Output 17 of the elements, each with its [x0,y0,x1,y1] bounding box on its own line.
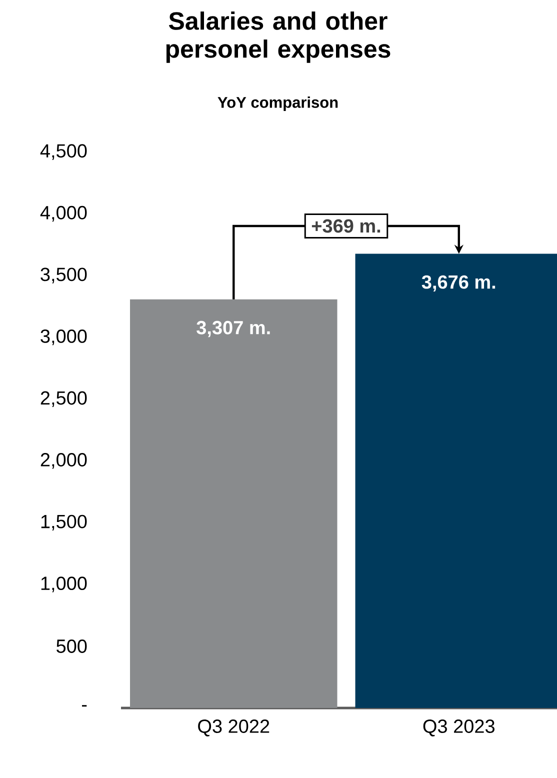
data-label: 3,676 m. [422,275,496,292]
y-tick-label: 1,000 [41,576,87,592]
chart-title: Salaries and other personel expenses [166,12,390,63]
y-tick-label: 4,500 [40,144,87,160]
y-tick-label: 1,500 [41,514,87,531]
y-tick-label: 3,000 [40,329,87,346]
y-tick-label: 2,500 [40,391,87,407]
y-tick-label: - [82,705,87,707]
y-tick-label: 2,000 [40,453,87,469]
data-label: 3,307 m. [196,320,270,338]
y-tick-label: 4,000 [40,206,87,222]
annotation: +369 m. [312,219,380,233]
y-tick-label: 3,500 [40,268,87,284]
x-tick-label: Q3 2022 [198,720,270,736]
x-tick-label: Q3 2023 [423,720,494,736]
y-tick-label: 500 [56,639,87,653]
chart-subtitle: YoY comparison [218,96,338,111]
